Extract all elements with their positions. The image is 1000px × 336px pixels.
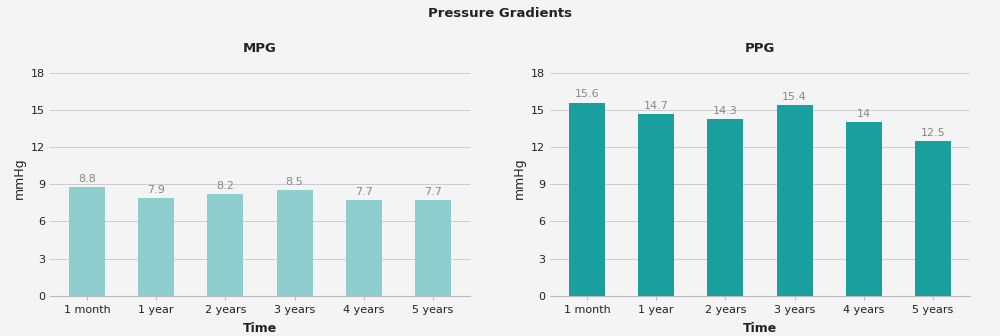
Text: 14.3: 14.3 xyxy=(713,106,738,116)
Bar xyxy=(569,102,605,296)
Text: 8.2: 8.2 xyxy=(216,181,234,191)
Bar xyxy=(69,187,105,296)
Bar xyxy=(777,105,813,296)
Text: 15.4: 15.4 xyxy=(782,92,807,102)
Text: 8.5: 8.5 xyxy=(286,177,303,187)
Text: 7.9: 7.9 xyxy=(147,185,165,195)
Text: 12.5: 12.5 xyxy=(921,128,945,138)
Bar xyxy=(277,191,313,296)
Title: PPG: PPG xyxy=(745,42,775,55)
Text: 8.8: 8.8 xyxy=(78,174,96,184)
Bar xyxy=(138,198,174,296)
Text: Pressure Gradients: Pressure Gradients xyxy=(428,7,572,20)
Bar xyxy=(915,141,951,296)
Title: MPG: MPG xyxy=(243,42,277,55)
Bar xyxy=(638,114,674,296)
Text: 14: 14 xyxy=(857,109,871,119)
Y-axis label: mmHg: mmHg xyxy=(12,157,25,199)
Bar xyxy=(346,200,382,296)
X-axis label: Time: Time xyxy=(243,322,277,335)
Bar xyxy=(207,194,243,296)
X-axis label: Time: Time xyxy=(743,322,777,335)
Bar xyxy=(415,200,451,296)
Text: 14.7: 14.7 xyxy=(644,100,669,111)
Y-axis label: mmHg: mmHg xyxy=(512,157,525,199)
Bar xyxy=(707,119,743,296)
Text: 7.7: 7.7 xyxy=(355,187,373,197)
Bar xyxy=(846,122,882,296)
Text: 7.7: 7.7 xyxy=(424,187,442,197)
Text: 15.6: 15.6 xyxy=(575,89,599,99)
